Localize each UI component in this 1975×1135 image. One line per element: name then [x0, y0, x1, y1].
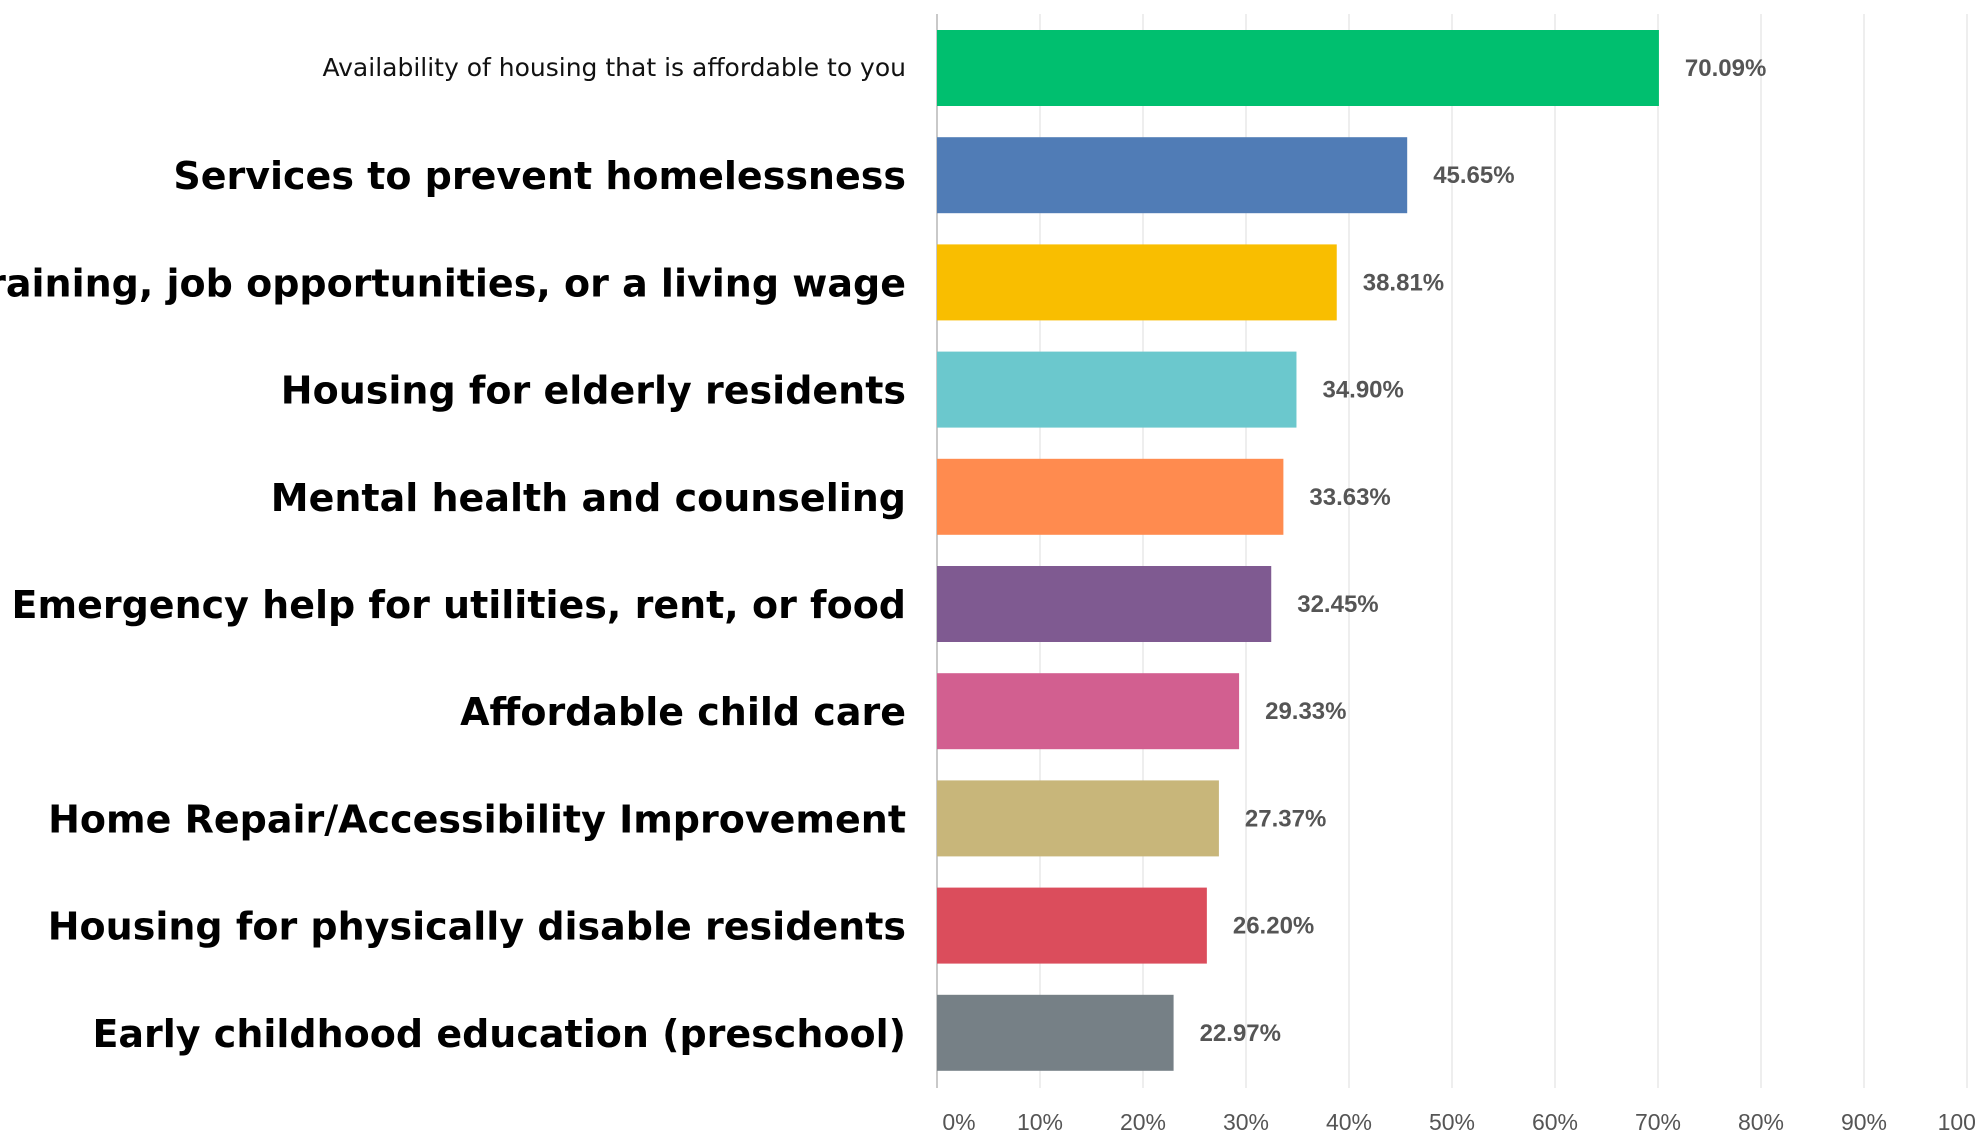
data-label: 45.65%: [1433, 162, 1514, 189]
x-tick-label: 70%: [1635, 1109, 1681, 1135]
data-label: 32.45%: [1297, 591, 1378, 618]
x-tick-label: 80%: [1738, 1109, 1784, 1135]
x-tick-label: 60%: [1532, 1109, 1578, 1135]
data-label: 26.20%: [1233, 913, 1314, 940]
bar: [937, 458, 1284, 535]
x-tick-label: 20%: [1120, 1109, 1166, 1135]
category-label: Housing for physically disable residents: [48, 905, 906, 949]
category-labels: Availability of housing that is affordab…: [0, 53, 906, 1056]
x-tick-label: 10%: [1017, 1109, 1063, 1135]
x-tick-label: 90%: [1841, 1109, 1887, 1135]
data-label: 29.33%: [1265, 698, 1346, 725]
bar: [937, 244, 1337, 321]
bar: [937, 673, 1240, 750]
bars: [937, 30, 1659, 1071]
x-tick-label: 50%: [1429, 1109, 1475, 1135]
data-label: 70.09%: [1685, 55, 1766, 82]
data-label: 38.81%: [1363, 269, 1444, 296]
data-label: 33.63%: [1309, 484, 1390, 511]
value-labels: 70.09% 45.65% 38.81% 34.90% 33.63% 32.45% 29.3…: [1200, 55, 1767, 1047]
category-label: Housing for elderly residents: [281, 369, 906, 413]
x-tick-label: 0%: [942, 1109, 975, 1135]
category-label: Job training, job opportunities, or a li…: [0, 261, 906, 305]
x-tick-labels: 0% 10% 20% 30% 40% 50% 60% 70% 80% 90% 100%: [942, 1109, 1975, 1135]
data-label: 22.97%: [1200, 1020, 1281, 1047]
data-label: 34.90%: [1322, 377, 1403, 404]
x-tick-label: 40%: [1326, 1109, 1372, 1135]
category-label: Affordable child care: [460, 690, 906, 734]
category-label: Home Repair/Accessibility Improvement: [48, 797, 906, 841]
bar: [937, 887, 1207, 964]
category-label: Emergency help for utilities, rent, or f…: [12, 583, 906, 627]
bar: [937, 780, 1219, 857]
x-tick-label: 30%: [1223, 1109, 1269, 1135]
data-label: 27.37%: [1245, 805, 1326, 832]
bar: [937, 351, 1297, 428]
bar: [937, 994, 1174, 1071]
category-label: Availability of housing that is affordab…: [323, 53, 907, 82]
category-label: Services to prevent homelessness: [173, 154, 906, 198]
bar: [937, 137, 1408, 214]
x-tick-label: 100%: [1938, 1109, 1975, 1135]
bar: [937, 30, 1659, 106]
category-label: Early childhood education (preschool): [92, 1012, 906, 1056]
category-label: Mental health and counseling: [271, 476, 906, 520]
bar: [937, 566, 1272, 642]
